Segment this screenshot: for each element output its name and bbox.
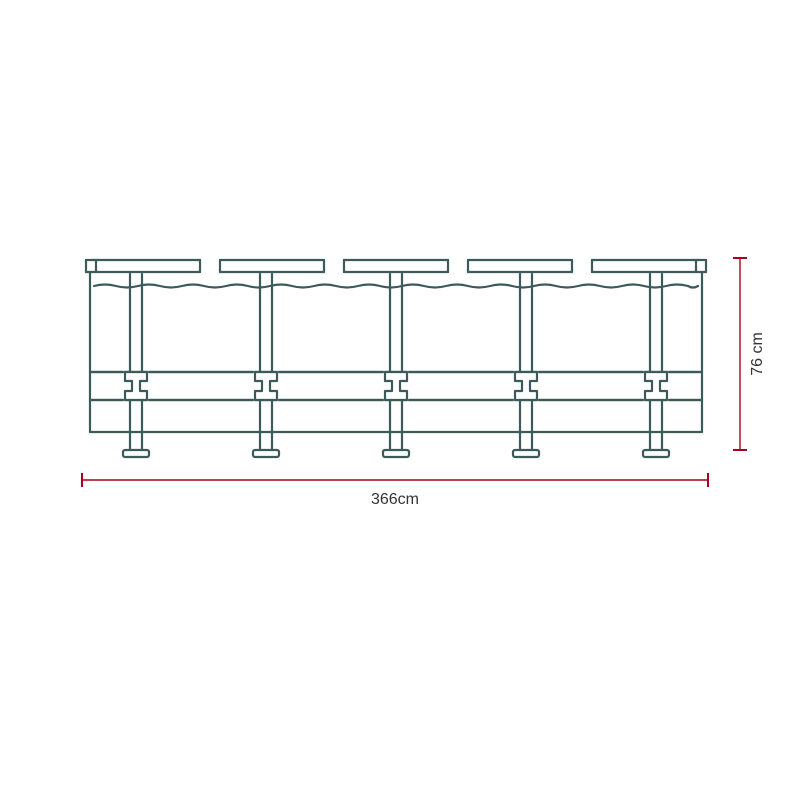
dimension-label-height: 76 cm [749, 332, 766, 376]
dimension-label-width: 366cm [371, 491, 419, 508]
